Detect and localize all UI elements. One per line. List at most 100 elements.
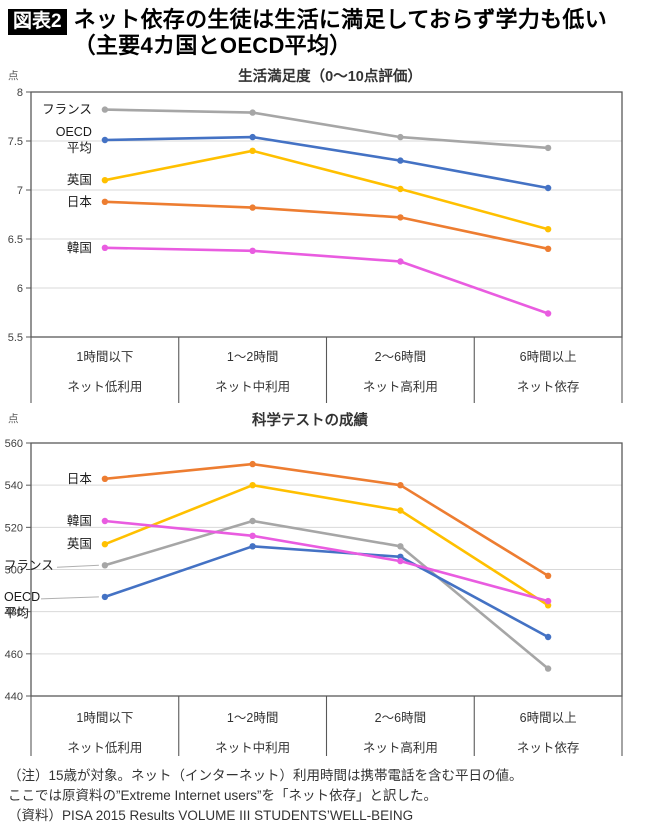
series-label-uk: 英国 — [67, 537, 92, 551]
series-point-korea — [249, 532, 256, 539]
series-point-france — [249, 109, 256, 116]
chart-life-satisfaction: 点 生活満足度（0～10点評価） 8 7.5 7 6.5 6 5.5 1時間以下 1～2時間 2… — [8, 67, 623, 403]
category-usage-label: ネット高利用 — [363, 740, 438, 755]
category-time-label: 2～6時間 — [375, 350, 426, 364]
series-label-oecd: 平均 — [4, 606, 29, 620]
series-line-korea — [103, 519, 550, 603]
series-point-oecd — [544, 633, 552, 641]
y-tick-label: 440 — [5, 691, 23, 703]
y-tick-label: 5.5 — [8, 332, 23, 344]
series-line-france — [103, 519, 550, 670]
series-point-korea — [249, 247, 256, 254]
category-time-label: 1時間以下 — [76, 350, 133, 364]
series-point-korea — [544, 597, 552, 605]
series-line-oecd — [103, 545, 550, 639]
series-point-oecd — [101, 593, 109, 601]
series-label-oecd: OECD — [4, 590, 40, 604]
series-point-japan — [544, 245, 552, 252]
y-tick-label: 7.5 — [8, 136, 23, 148]
series-point-france — [397, 133, 404, 141]
series-label-oecd: 平均 — [67, 141, 92, 155]
series-line-japan — [103, 462, 550, 578]
series-label-uk: 英国 — [67, 173, 92, 187]
y-tick-label: 6.5 — [8, 234, 23, 246]
series-point-japan — [249, 204, 256, 211]
series-point-uk — [101, 541, 109, 548]
series-point-oecd — [101, 136, 109, 144]
series-point-france — [101, 562, 109, 569]
y-tick-label: 500 — [5, 565, 23, 577]
note-line1: （注）15歳が対象。ネット（インターネット）利用時間は携帯電話を含む平日の値。 — [8, 768, 523, 783]
series-line-japan — [103, 200, 550, 251]
series-point-korea — [101, 244, 109, 251]
series-point-korea — [397, 557, 404, 565]
series-point-japan — [101, 198, 109, 205]
series-label-korea: 韓国 — [67, 514, 92, 528]
series-point-uk — [101, 177, 109, 184]
series-point-japan — [544, 572, 552, 579]
y-tick-label: 480 — [5, 607, 23, 619]
series-point-uk — [544, 226, 552, 233]
y-tick-label: 560 — [5, 438, 23, 450]
series-point-france — [544, 144, 552, 152]
series-label-korea: 韓国 — [67, 241, 92, 255]
chart-science-score: 点 科学テストの成績 560 540 520 500 480 460 440 1時間以下 1～2… — [4, 411, 623, 756]
series-label-france: フランス — [42, 103, 92, 117]
series-point-oecd — [544, 184, 552, 192]
series-label-oecd: OECD — [56, 125, 92, 139]
label-leader-line — [40, 596, 99, 600]
category-time-label: 6時間以上 — [520, 350, 577, 364]
label-leader-line — [56, 564, 99, 568]
series-label-japan: 日本 — [67, 472, 93, 486]
figure-title-line2: （主要4カ国とOECD平均） — [73, 33, 352, 58]
y-tick-label: 7 — [17, 185, 23, 197]
y-tick-label: 540 — [5, 480, 23, 492]
category-usage-label: ネット依存 — [517, 740, 580, 755]
category-usage-label: ネット依存 — [517, 379, 580, 394]
series-point-oecd — [249, 133, 256, 141]
series-label-japan: 日本 — [67, 195, 93, 209]
series-point-oecd — [397, 157, 404, 164]
category-time-label: 6時間以上 — [520, 711, 577, 725]
series-point-japan — [397, 214, 404, 221]
figure-badge: 図表2 — [8, 9, 67, 35]
series-point-france — [249, 517, 256, 525]
series-point-france — [544, 665, 552, 672]
category-time-label: 1～2時間 — [227, 350, 278, 364]
series-label-france: フランス — [4, 558, 54, 572]
category-usage-label: ネット中利用 — [215, 379, 290, 394]
series-point-japan — [101, 475, 109, 482]
series-point-japan — [397, 482, 404, 489]
figure-footer: （注）15歳が対象。ネット（インターネット）利用時間は携帯電話を含む平日の値。 … — [0, 758, 670, 826]
chart-title-science-score: 科学テストの成績 — [252, 411, 368, 429]
series-point-uk — [397, 507, 404, 514]
series-point-korea — [544, 310, 552, 317]
category-usage-label: ネット高利用 — [363, 379, 438, 394]
y-tick-label: 8 — [17, 87, 23, 99]
figure-title: ネット依存の生徒は生活に満足しておらず学力も低い （主要4カ国とOECD平均） — [74, 7, 607, 59]
y-axis-unit-top-chart: 点 — [8, 70, 19, 82]
chart-title-life-satisfaction: 生活満足度（0～10点評価） — [238, 67, 422, 85]
y-tick-label: 520 — [5, 522, 23, 534]
series-point-uk — [397, 185, 404, 193]
series-line-uk — [103, 149, 550, 231]
y-axis-unit-bottom-chart: 点 — [8, 413, 19, 425]
series-point-japan — [249, 460, 256, 468]
note-line2: ここでは原資料の”Extreme Internet users”を「ネット依存」… — [8, 788, 438, 803]
category-time-label: 1時間以下 — [76, 711, 133, 725]
series-point-france — [397, 543, 404, 550]
y-tick-label: 460 — [5, 649, 23, 661]
category-time-label: 2～6時間 — [375, 711, 426, 725]
y-tick-label: 6 — [17, 283, 23, 295]
plot-science-score: 560 540 520 500 480 460 440 1時間以下 1～2時間 2～6時間 6時間以… — [4, 438, 623, 756]
series-point-france — [101, 106, 109, 113]
plot-border — [30, 91, 623, 338]
figure-title-line1: ネット依存の生徒は生活に満足しておらず学力も低い — [73, 7, 608, 32]
series-line-uk — [103, 483, 550, 607]
series-line-oecd — [103, 135, 550, 190]
series-line-korea — [103, 246, 550, 315]
category-usage-label: ネット中利用 — [215, 740, 290, 755]
series-line-france — [103, 108, 550, 150]
